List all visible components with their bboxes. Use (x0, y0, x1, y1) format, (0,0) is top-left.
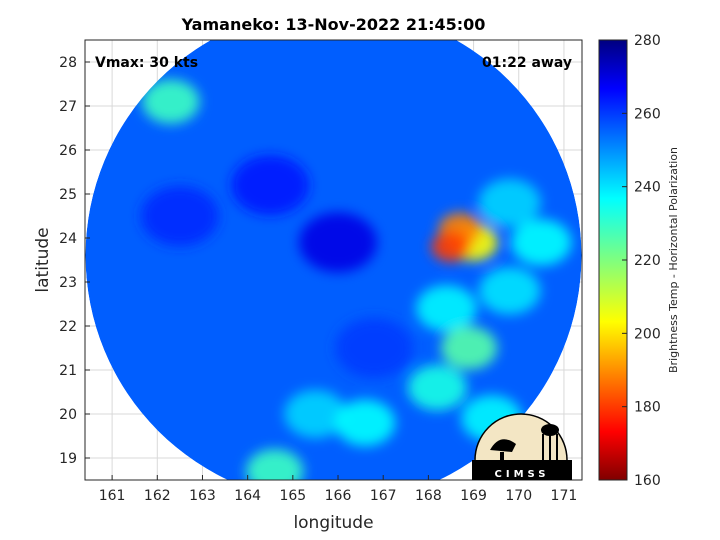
x-tick-label: 165 (279, 488, 306, 504)
x-tick-label: 171 (551, 488, 578, 504)
x-tick-label: 167 (370, 488, 397, 504)
colorbar-tick-label: 280 (634, 33, 661, 49)
plot-frame (84, 39, 583, 481)
x-tick-label: 162 (144, 488, 171, 504)
x-tick-label: 164 (234, 488, 261, 504)
x-tick-label: 161 (99, 488, 126, 504)
brightness-blob (299, 212, 378, 273)
x-tick-label: 168 (415, 488, 442, 504)
colorbar-tick-label: 200 (634, 326, 661, 342)
x-axis-label: longitude (293, 513, 373, 533)
y-tick-label: 19 (59, 451, 77, 467)
logo-text: CIMSS (495, 469, 550, 480)
y-tick-label: 21 (59, 363, 77, 379)
colorbar-tick-label: 160 (634, 473, 661, 489)
colorbar-tick-label: 180 (634, 400, 661, 416)
cimss-logo: CIMSS (472, 413, 572, 480)
x-tick-label: 166 (325, 488, 352, 504)
brightness-blob (416, 285, 477, 332)
y-tick-label: 27 (59, 99, 77, 115)
y-tick-label: 28 (59, 55, 77, 71)
brightness-features (140, 79, 572, 480)
brightness-blob (407, 364, 467, 411)
x-tick-label: 169 (460, 488, 487, 504)
colorbar-tick-label: 240 (634, 180, 661, 196)
x-tick-label: 163 (189, 488, 216, 504)
brightness-blob (335, 318, 414, 378)
colorbar-tick-label: 260 (634, 106, 661, 122)
colorbar-tick-label: 220 (634, 253, 661, 269)
brightness-blob (142, 79, 200, 124)
y-tick-label: 26 (59, 143, 77, 159)
brightness-blob (479, 267, 541, 315)
colorbar-label: Brightness Temp - Horizontal Polarizatio… (667, 147, 680, 373)
brightness-blob (284, 390, 347, 438)
brightness-blob (231, 155, 310, 216)
axis-ticks: 161 162 163 164 165 166 167 168 169 170 171 19 20 21 2… (59, 55, 577, 504)
brightness-blob (511, 219, 572, 266)
brightness-blob (431, 231, 471, 262)
brightness-blob (335, 399, 396, 446)
brightness-blob (140, 186, 219, 246)
y-tick-label: 24 (59, 231, 77, 247)
y-axis-label: latitude (33, 227, 53, 292)
y-tick-label: 23 (59, 275, 77, 291)
brightness-blob (478, 178, 541, 227)
brightness-blob (246, 449, 304, 480)
brightness-blob (440, 326, 498, 370)
y-tick-label: 22 (59, 319, 77, 335)
vmax-annotation: Vmax: 30 kts (95, 55, 198, 71)
water-tower-icon (541, 424, 559, 436)
y-tick-label: 20 (59, 407, 77, 423)
satellite-dish-icon (490, 439, 516, 452)
y-tick-label: 25 (59, 187, 77, 203)
chart-title: Yamaneko: 13-Nov-2022 21:45:00 (181, 15, 486, 34)
colorbar-ticks: 160 180 200 220 240 260 280 (622, 33, 661, 489)
time-away-annotation: 01:22 away (482, 55, 572, 71)
x-tick-label: 170 (505, 488, 532, 504)
